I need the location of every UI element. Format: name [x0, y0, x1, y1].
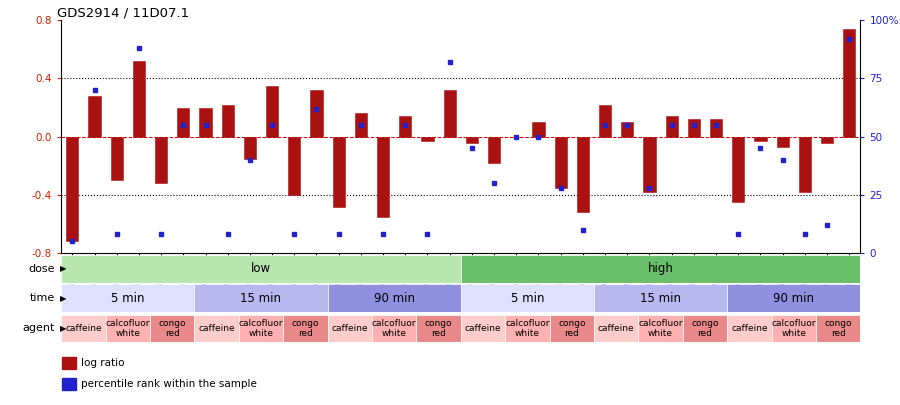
Bar [238, 315, 284, 342]
Bar [150, 315, 194, 342]
Bar [133, 61, 145, 137]
Bar [111, 137, 122, 180]
Text: congo
red: congo red [824, 319, 852, 338]
Bar [328, 315, 372, 342]
Text: congo
red: congo red [425, 319, 453, 338]
Text: ▶: ▶ [60, 324, 67, 333]
Bar [710, 119, 722, 137]
Text: 5 min: 5 min [111, 292, 145, 305]
Bar [777, 137, 788, 147]
Bar [266, 86, 278, 137]
Text: 5 min: 5 min [510, 292, 544, 305]
Bar [550, 315, 594, 342]
Text: calcofluor
white: calcofluor white [638, 319, 683, 338]
Bar [683, 315, 727, 342]
Text: caffeine: caffeine [598, 324, 634, 333]
Bar [421, 137, 434, 141]
Bar [594, 284, 727, 312]
Bar [621, 122, 634, 137]
Bar [638, 315, 683, 342]
Bar [821, 137, 833, 143]
Bar [221, 104, 234, 137]
Text: 90 min: 90 min [773, 292, 814, 305]
Text: caffeine: caffeine [731, 324, 768, 333]
Bar [444, 90, 455, 137]
Text: agent: agent [22, 324, 55, 333]
Text: calcofluor
white: calcofluor white [238, 319, 284, 338]
Bar [461, 255, 860, 283]
Text: log ratio: log ratio [81, 358, 124, 368]
Bar [155, 137, 167, 183]
Bar [727, 315, 771, 342]
Text: low: low [251, 262, 271, 275]
Text: caffeine: caffeine [65, 324, 102, 333]
Text: calcofluor
white: calcofluor white [372, 319, 417, 338]
Bar [105, 315, 150, 342]
Text: caffeine: caffeine [198, 324, 235, 333]
Text: congo
red: congo red [691, 319, 719, 338]
Bar [400, 116, 411, 137]
Text: caffeine: caffeine [331, 324, 368, 333]
Bar [194, 284, 328, 312]
Bar [488, 137, 500, 163]
Bar [355, 113, 367, 137]
Bar [61, 284, 194, 312]
Bar [377, 137, 389, 217]
Bar [244, 137, 256, 158]
Bar [194, 315, 239, 342]
Text: congo
red: congo red [158, 319, 186, 338]
Bar [417, 315, 461, 342]
Bar [733, 137, 744, 202]
Text: percentile rank within the sample: percentile rank within the sample [81, 379, 256, 389]
Text: calcofluor
white: calcofluor white [505, 319, 550, 338]
Text: ▶: ▶ [60, 294, 67, 303]
Bar [466, 137, 478, 143]
Text: congo
red: congo red [558, 319, 586, 338]
Bar [727, 284, 860, 312]
Bar [754, 137, 767, 141]
Bar [688, 119, 700, 137]
Bar [333, 137, 345, 207]
Bar [310, 90, 322, 137]
Bar [816, 315, 860, 342]
Text: calcofluor
white: calcofluor white [105, 319, 150, 338]
Bar [594, 315, 638, 342]
Bar [666, 116, 678, 137]
Bar [461, 284, 594, 312]
Bar [61, 315, 105, 342]
Bar [554, 137, 567, 188]
Bar [533, 122, 544, 137]
Bar [67, 137, 78, 241]
Text: caffeine: caffeine [464, 324, 501, 333]
Text: high: high [648, 262, 673, 275]
Text: 15 min: 15 min [240, 292, 282, 305]
Text: 15 min: 15 min [640, 292, 681, 305]
Bar [372, 315, 417, 342]
Bar [284, 315, 328, 342]
Text: dose: dose [29, 264, 55, 274]
Bar [328, 284, 461, 312]
Bar [461, 315, 505, 342]
Text: congo
red: congo red [292, 319, 320, 338]
Bar [62, 356, 76, 369]
Bar [599, 104, 611, 137]
Bar [177, 108, 189, 137]
Bar [62, 378, 76, 390]
Bar [288, 137, 301, 195]
Text: GDS2914 / 11D07.1: GDS2914 / 11D07.1 [58, 6, 189, 19]
Bar [843, 29, 855, 137]
Text: 90 min: 90 min [374, 292, 415, 305]
Bar [505, 315, 550, 342]
Bar [200, 108, 212, 137]
Bar [799, 137, 811, 192]
Bar [88, 96, 101, 137]
Bar [644, 137, 655, 192]
Bar [577, 137, 589, 212]
Text: ▶: ▶ [60, 264, 67, 273]
Text: time: time [30, 293, 55, 303]
Bar [61, 255, 461, 283]
Text: calcofluor
white: calcofluor white [771, 319, 816, 338]
Bar [771, 315, 816, 342]
